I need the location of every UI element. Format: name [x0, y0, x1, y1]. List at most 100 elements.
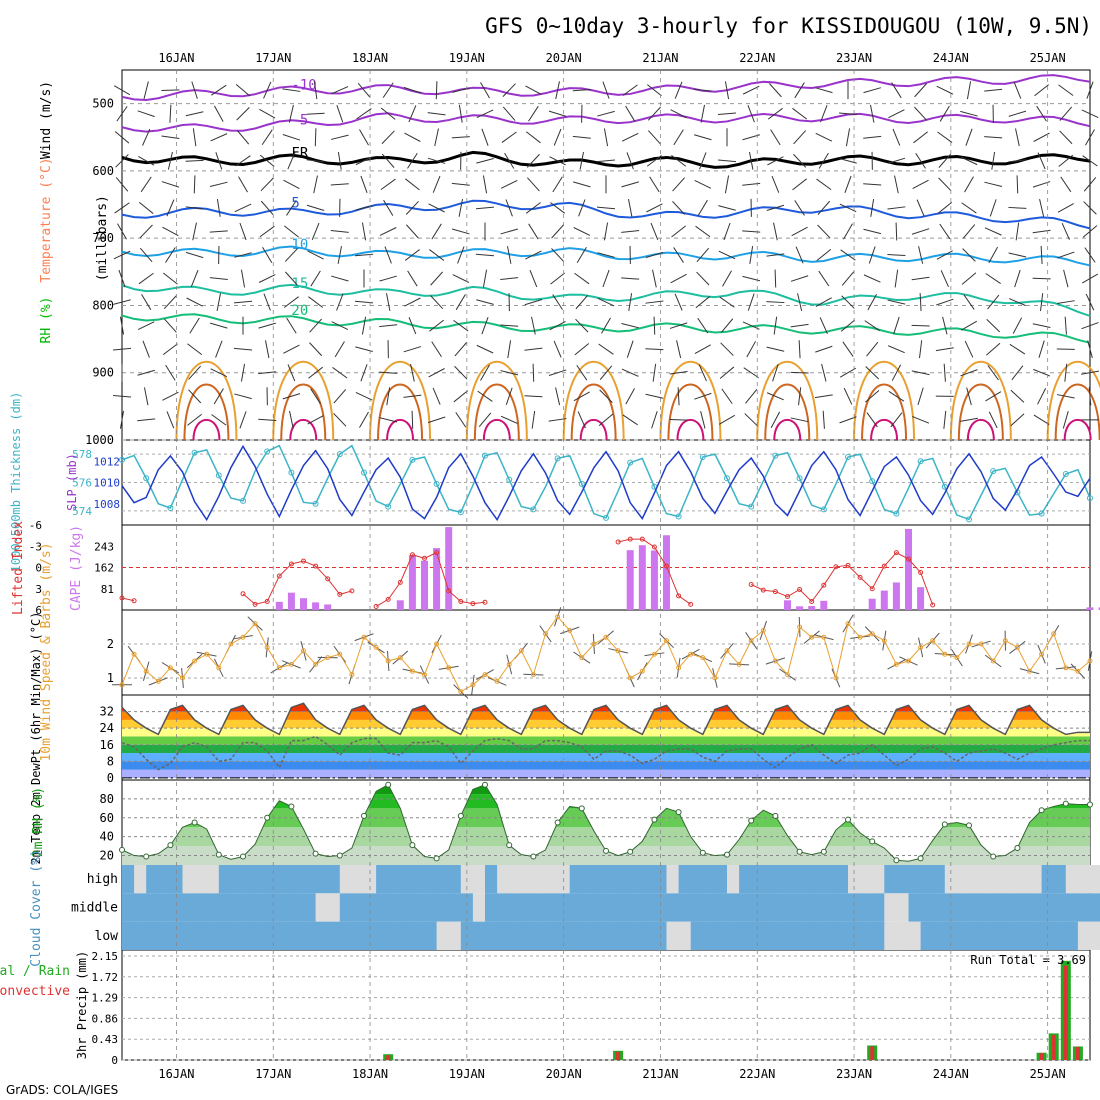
wind-barb [261, 129, 273, 146]
wind-barb [357, 82, 371, 98]
wind-speed-point [579, 655, 585, 661]
li-tick-label: 6 [35, 604, 42, 617]
wind-barb [818, 270, 830, 287]
cloud-cell [327, 893, 341, 922]
wind-barb [700, 104, 706, 123]
wind-barb [524, 395, 543, 398]
wind-barb [403, 394, 422, 398]
temp-band [122, 736, 1090, 745]
wind-barb [645, 300, 664, 304]
low-level-temp-contour [853, 361, 916, 441]
wind-barb [163, 295, 177, 310]
cloud-cell [739, 921, 752, 950]
wind-barb [863, 183, 882, 186]
thickness-point [433, 480, 440, 487]
low-level-temp-contour [570, 383, 617, 441]
wind-barb [165, 247, 176, 263]
cloud-cell [436, 865, 450, 894]
cloud-cell [593, 893, 607, 922]
wind-barb [887, 206, 906, 210]
cloud-cell [690, 865, 704, 894]
wind-barb [596, 159, 616, 163]
cloud-cell [981, 893, 994, 922]
cloud-cell [182, 921, 196, 950]
wind-barb [404, 297, 421, 307]
lifted-index-point [651, 544, 657, 550]
wind-barb [260, 200, 274, 216]
wind-barb [549, 320, 566, 331]
cloud-cell [400, 865, 413, 894]
cloud-cell [763, 921, 776, 950]
cloud-cell [448, 865, 462, 894]
wind-barb [724, 175, 730, 194]
wind-barb [403, 86, 422, 94]
wind-speed-point [409, 668, 415, 674]
cloud-cell [714, 921, 728, 950]
low-level-temp-contour [482, 419, 511, 441]
cape-bar [880, 590, 888, 610]
lifted-index-point [397, 579, 403, 585]
wind-barb [628, 293, 633, 312]
wind-barb [891, 364, 902, 381]
cloud-cell [835, 893, 849, 922]
thickness-point [820, 506, 827, 513]
wind-barb [1064, 316, 1067, 335]
wind-barb [555, 387, 561, 406]
thickness-line [121, 444, 1091, 521]
cloud-cell [327, 921, 341, 950]
wind-barb [672, 177, 685, 192]
cloud-cell [848, 893, 861, 922]
wind-barb [185, 159, 204, 162]
wind-barb [797, 293, 803, 311]
wind-barb [868, 246, 876, 264]
wind-barb [117, 223, 127, 240]
cloud-cell [884, 921, 897, 950]
wind-speed-point [990, 658, 996, 664]
cape-bar [408, 555, 416, 610]
wind-barb [430, 295, 444, 310]
wind-barb [573, 227, 591, 236]
cloud-cell [618, 921, 631, 950]
wind-barb [718, 205, 736, 211]
bottom-date-label: 22JAN [739, 1067, 775, 1081]
wind-barb [576, 364, 588, 381]
wind-barb [185, 111, 204, 117]
rh-point [119, 846, 125, 853]
wind-barb [263, 293, 271, 311]
wind-barb [793, 153, 807, 168]
li-tick-label: 0 [35, 562, 42, 575]
wind-barb [1040, 245, 1043, 265]
wind-barb [308, 366, 323, 379]
wind-barb [769, 83, 782, 98]
cape-bar [287, 592, 295, 610]
wind-barb [721, 388, 733, 404]
wind-barb [119, 316, 125, 335]
pressure-tick-label: 700 [92, 231, 114, 245]
cloud-cell [969, 893, 982, 922]
wind-barb [627, 198, 633, 217]
wind-speed-point [906, 658, 911, 664]
wind-barb [210, 322, 228, 329]
wind-barb [677, 387, 680, 406]
wind-barb [410, 363, 415, 382]
cloud-cell [606, 921, 619, 950]
cloud-cell [981, 921, 994, 950]
temp-band [122, 719, 1090, 729]
wind-barb [330, 183, 349, 186]
cape-bar [421, 560, 428, 610]
precip-tick-label: 1.29 [92, 992, 119, 1005]
cloud-level-label: middle [71, 901, 118, 916]
wind-barb [502, 106, 516, 121]
wind-barb [337, 151, 342, 170]
wind-barb [525, 85, 542, 95]
temp-band [122, 711, 1090, 720]
lifted-index-point [797, 586, 803, 592]
cloud-cell [799, 921, 813, 950]
cloud-cell [751, 893, 764, 922]
top-date-label: 17JAN [255, 51, 291, 65]
cloud-axis-label: Cloud Cover (%) [29, 849, 44, 966]
cloud-cell [835, 921, 849, 950]
cloud-cell [606, 865, 619, 894]
wind-barb [169, 104, 172, 123]
wind-barb [793, 130, 806, 145]
